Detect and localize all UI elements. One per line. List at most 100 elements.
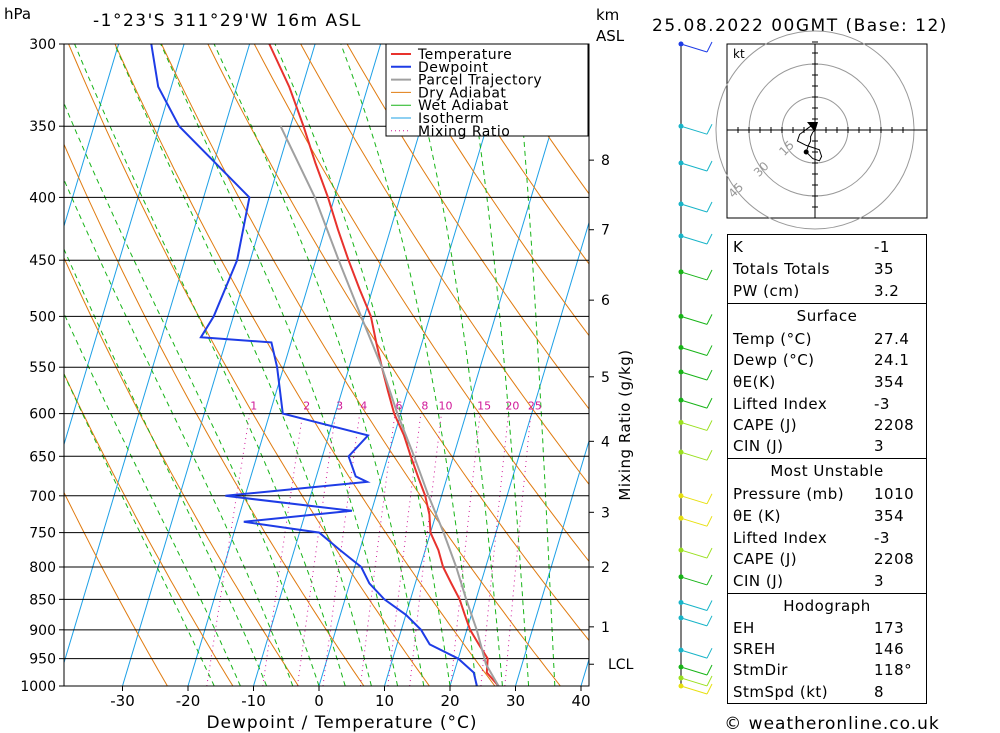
- wind-barb-shaft: [680, 549, 708, 559]
- wet-adiabat-line: [464, 44, 530, 686]
- stmdir-value: 118°: [874, 661, 913, 679]
- series-temperature: [268, 44, 500, 686]
- mixing-ratio-label: 8: [421, 400, 428, 413]
- height-tick-label: 6: [601, 293, 610, 309]
- stmspd-value: 8: [874, 683, 885, 701]
- temperature-tick-label: 20: [440, 692, 459, 710]
- dry-adiabat-line: [346, 44, 589, 410]
- pressure-tick-label: 850: [29, 592, 56, 608]
- mixing-ratio-line: [262, 413, 304, 686]
- eh-label: EH: [733, 619, 755, 637]
- isobar-lines: [64, 43, 589, 687]
- mixing-ratio-label: 20: [505, 400, 519, 413]
- hodograph-stats-panel: Hodograph EH 173 SREH 146 StmDir 118° St…: [727, 593, 927, 704]
- isotherm-line: [122, 44, 316, 686]
- isotherm-line: [64, 44, 251, 665]
- wind-barb-flag: [706, 600, 713, 611]
- series-dewpoint: [150, 44, 478, 686]
- surface-theta-label: θE(K): [733, 373, 776, 391]
- wind-barb-shaft: [680, 162, 708, 172]
- height-tick-label: 1: [601, 620, 610, 636]
- mu-pressure-row: Pressure (mb) 1010: [728, 483, 926, 505]
- pressure-tick-label: 950: [29, 652, 56, 668]
- mu-theta-row: θE (K) 354: [728, 505, 926, 527]
- isotherm-line: [449, 220, 589, 686]
- most-unstable-panel: Most Unstable Pressure (mb) 1010 θE (K) …: [727, 458, 927, 594]
- pressure-tick-label: 450: [29, 253, 56, 269]
- sreh-row: SREH 146: [728, 638, 926, 660]
- location-label: -1°23'S 311°29'W 16m ASL: [93, 11, 362, 31]
- pressure-unit-label: hPa: [4, 5, 31, 23]
- surface-cin-row: CIN (J) 3: [728, 435, 926, 457]
- legend-entry: Dry Adiabat: [418, 85, 506, 101]
- wind-barb-shaft: [680, 649, 708, 659]
- wind-barb-flag: [706, 675, 713, 687]
- pw-row: PW (cm) 3.2: [728, 280, 926, 302]
- dry-adiabat-line: [114, 44, 496, 686]
- height-tick-label: 4: [601, 434, 610, 450]
- mixing-ratio-label: 1: [250, 400, 257, 413]
- wind-barb-shaft: [680, 125, 708, 135]
- mu-pressure-value: 1010: [874, 485, 915, 503]
- sounding-series: 1 2 3 4 6 8 10 15 20 25: [150, 44, 542, 686]
- wind-barb-shaft: [680, 235, 708, 245]
- wind-barb-shaft: [680, 371, 708, 381]
- wind-barb-shaft: [680, 685, 708, 695]
- wind-barb-shaft: [680, 421, 708, 431]
- wind-barb-flag: [706, 449, 713, 461]
- mu-cape-value: 2208: [874, 550, 915, 568]
- wind-barb-flag: [706, 493, 713, 505]
- dry-adiabat-line: [439, 44, 589, 265]
- legend-entry: Temperature: [417, 47, 512, 63]
- pressure-tick-label: 750: [29, 526, 56, 542]
- hodograph-point: [803, 149, 809, 155]
- dry-adiabat-line: [64, 491, 168, 686]
- mixing-ratio-line: [322, 413, 361, 686]
- legend-entry: Dewpoint: [418, 60, 489, 76]
- mu-cape-row: CAPE (J) 2208: [728, 548, 926, 570]
- wind-barb-shaft: [680, 271, 708, 281]
- mu-li-row: Lifted Index -3: [728, 527, 926, 549]
- height-tick-label: 7: [601, 223, 610, 239]
- pressure-tick-label: 400: [29, 190, 56, 206]
- wind-barb-flag: [706, 233, 713, 245]
- k-index-value: -1: [874, 238, 890, 256]
- wind-barb-shaft: [680, 666, 708, 676]
- wet-adiabat-line: [213, 44, 425, 686]
- wind-barb-flag: [706, 123, 713, 135]
- mu-cin-value: 3: [874, 572, 885, 590]
- wind-barb-flag: [706, 664, 713, 676]
- legend-entry: Mixing Ratio: [418, 124, 510, 140]
- wind-barb-shaft: [680, 43, 708, 53]
- wind-barb-shaft: [680, 346, 708, 356]
- asl-unit-label: ASL: [596, 27, 625, 45]
- wind-barb-flag: [706, 647, 713, 659]
- axes: 3003504004505005506006507007508008509009…: [20, 37, 633, 710]
- wind-barb-flag: [706, 420, 713, 431]
- isotherm-line: [187, 44, 382, 686]
- totals-totals-row: Totals Totals 35: [728, 258, 926, 280]
- surface-li-row: Lifted Index -3: [728, 393, 926, 415]
- eh-value: 173: [874, 619, 905, 637]
- wind-barb-flag: [706, 515, 713, 527]
- eh-row: EH 173: [728, 617, 926, 639]
- mixing-ratio-label: 2: [303, 400, 310, 413]
- most-unstable-title: Most Unstable: [770, 462, 884, 480]
- series-parcel-trajectory: [279, 125, 500, 686]
- temperature-tick-label: 0: [314, 692, 324, 710]
- isotherm-line: [253, 44, 447, 686]
- hodograph-unit-label: kt: [733, 47, 745, 61]
- mu-theta-label: θE (K): [733, 507, 781, 525]
- pressure-tick-label: 700: [29, 489, 56, 505]
- wind-barb-flag: [706, 269, 713, 281]
- height-tick-label: 2: [601, 560, 610, 576]
- isotherm-line: [515, 439, 589, 686]
- stmspd-row: StmSpd (kt) 8: [728, 681, 926, 703]
- dry-adiabat-line: [951, 44, 1000, 686]
- surface-temp-row: Temp (°C) 27.4: [728, 328, 926, 350]
- surface-cape-row: CAPE (J) 2208: [728, 414, 926, 436]
- mixing-ratio-line: [480, 413, 509, 686]
- totals-totals-value: 35: [874, 260, 895, 278]
- surface-dewp-row: Dewp (°C) 24.1: [728, 349, 926, 371]
